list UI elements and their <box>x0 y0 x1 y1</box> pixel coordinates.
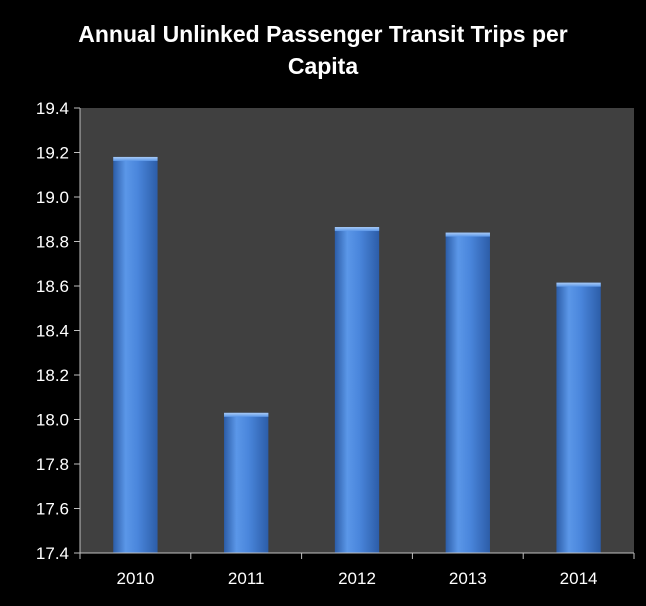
chart-title-line-1: Annual Unlinked Passenger Transit Trips … <box>78 21 568 47</box>
bar-cap-2013 <box>445 232 490 237</box>
y-tick-label: 18.8 <box>36 233 69 252</box>
bar-2010 <box>113 156 158 553</box>
y-tick-label: 17.8 <box>36 455 69 474</box>
bar-cap-2010 <box>113 156 158 161</box>
y-tick-label: 18.4 <box>36 322 69 341</box>
bar-cap-2012 <box>334 227 380 232</box>
bar-2011 <box>224 412 269 553</box>
chart-title: Annual Unlinked Passenger Transit Trips … <box>0 18 646 82</box>
x-tick-label: 2012 <box>338 569 376 588</box>
y-tick-label: 17.6 <box>36 500 69 519</box>
labels-layer: 17.4 17.6 17.8 18.0 18.2 18.4 18.6 18.8 19.0 19.2… <box>36 99 598 588</box>
axes-layer <box>74 107 635 559</box>
bars-layer <box>113 156 601 553</box>
bar-cap-2011 <box>224 412 269 417</box>
x-tick-label: 2014 <box>560 569 598 588</box>
chart-title-line-2: Capita <box>287 53 359 79</box>
y-tick-label: 19.0 <box>36 188 69 207</box>
y-tick-label: 18.0 <box>36 411 69 430</box>
x-tick-label: 2011 <box>228 569 265 588</box>
bar-2013 <box>445 232 490 553</box>
y-tick-label: 19.4 <box>36 99 69 118</box>
bar-cap-2014 <box>556 282 601 287</box>
y-tick-label: 18.6 <box>36 277 69 296</box>
x-tick-label: 2013 <box>449 569 487 588</box>
y-tick-label: 19.2 <box>36 144 69 163</box>
x-tick-label: 2010 <box>116 569 154 588</box>
bar-2012 <box>334 227 380 553</box>
bar-2014 <box>556 282 601 553</box>
y-tick-label: 18.2 <box>36 366 69 385</box>
y-tick-label: 17.4 <box>36 544 69 563</box>
